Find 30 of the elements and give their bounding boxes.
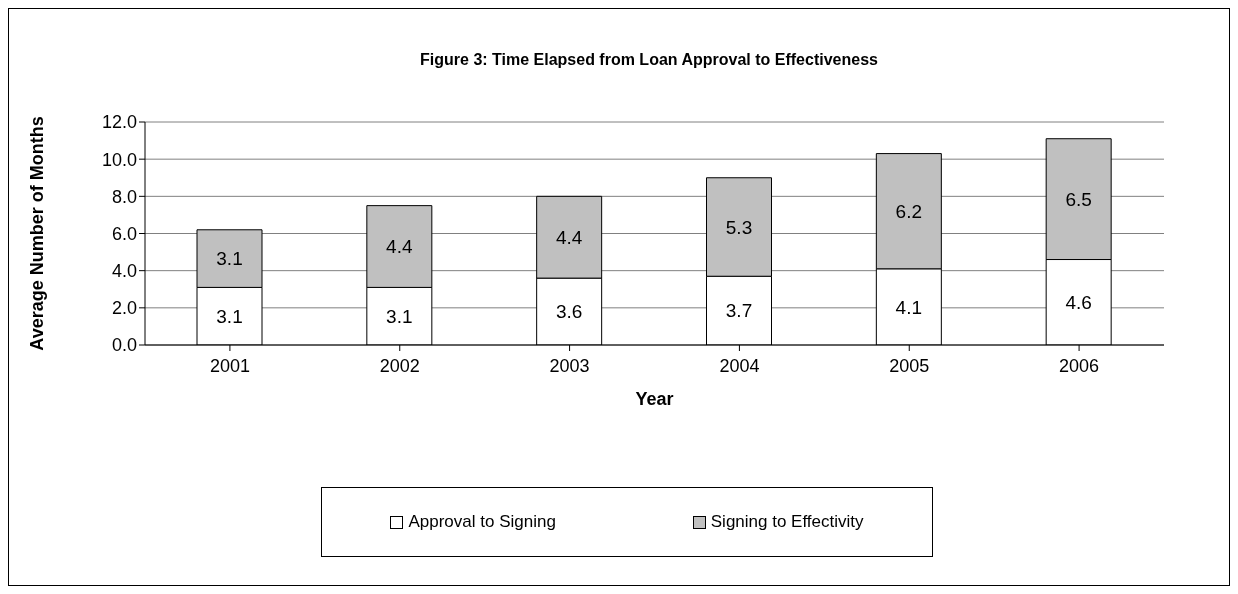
y-tick-label: 6.0: [111, 223, 137, 244]
y-axis-title: Average Number of Months: [27, 116, 48, 351]
data-label: 3.6: [555, 301, 583, 323]
data-label: 3.1: [216, 248, 243, 270]
x-axis-title: Year: [635, 389, 674, 409]
data-label: 4.1: [895, 296, 923, 318]
data-label: 6.5: [1065, 188, 1092, 210]
x-tick-label: 2004: [719, 355, 760, 376]
data-label: 4.4: [555, 226, 583, 248]
x-tick-label: 2002: [379, 355, 420, 376]
chart-title: Figure 3: Time Elapsed from Loan Approval to Effectiveness: [419, 51, 879, 69]
data-label: 5.3: [725, 216, 753, 238]
y-tick-label: 12.0: [101, 112, 137, 133]
legend-label: Approval to Signing: [407, 512, 556, 532]
legend-label: Signing to Effectivity: [709, 512, 864, 532]
y-tick-label: 8.0: [111, 186, 137, 207]
data-label: 6.2: [895, 200, 923, 222]
data-label: 3.7: [725, 300, 753, 322]
x-tick-label: 2001: [209, 355, 250, 376]
x-tick-label: 2005: [889, 355, 930, 376]
y-tick-label: 10.0: [101, 149, 137, 170]
data-label: 4.6: [1065, 292, 1092, 313]
data-label: 3.1: [386, 305, 413, 327]
x-tick-label: 2003: [549, 355, 590, 376]
x-tick-label: 2006: [1059, 355, 1100, 376]
data-label: 3.1: [216, 305, 243, 327]
y-tick-label: 0.0: [111, 335, 137, 356]
data-label: 4.4: [386, 236, 413, 258]
y-tick-label: 4.0: [111, 261, 137, 282]
y-tick-label: 2.0: [111, 298, 137, 319]
